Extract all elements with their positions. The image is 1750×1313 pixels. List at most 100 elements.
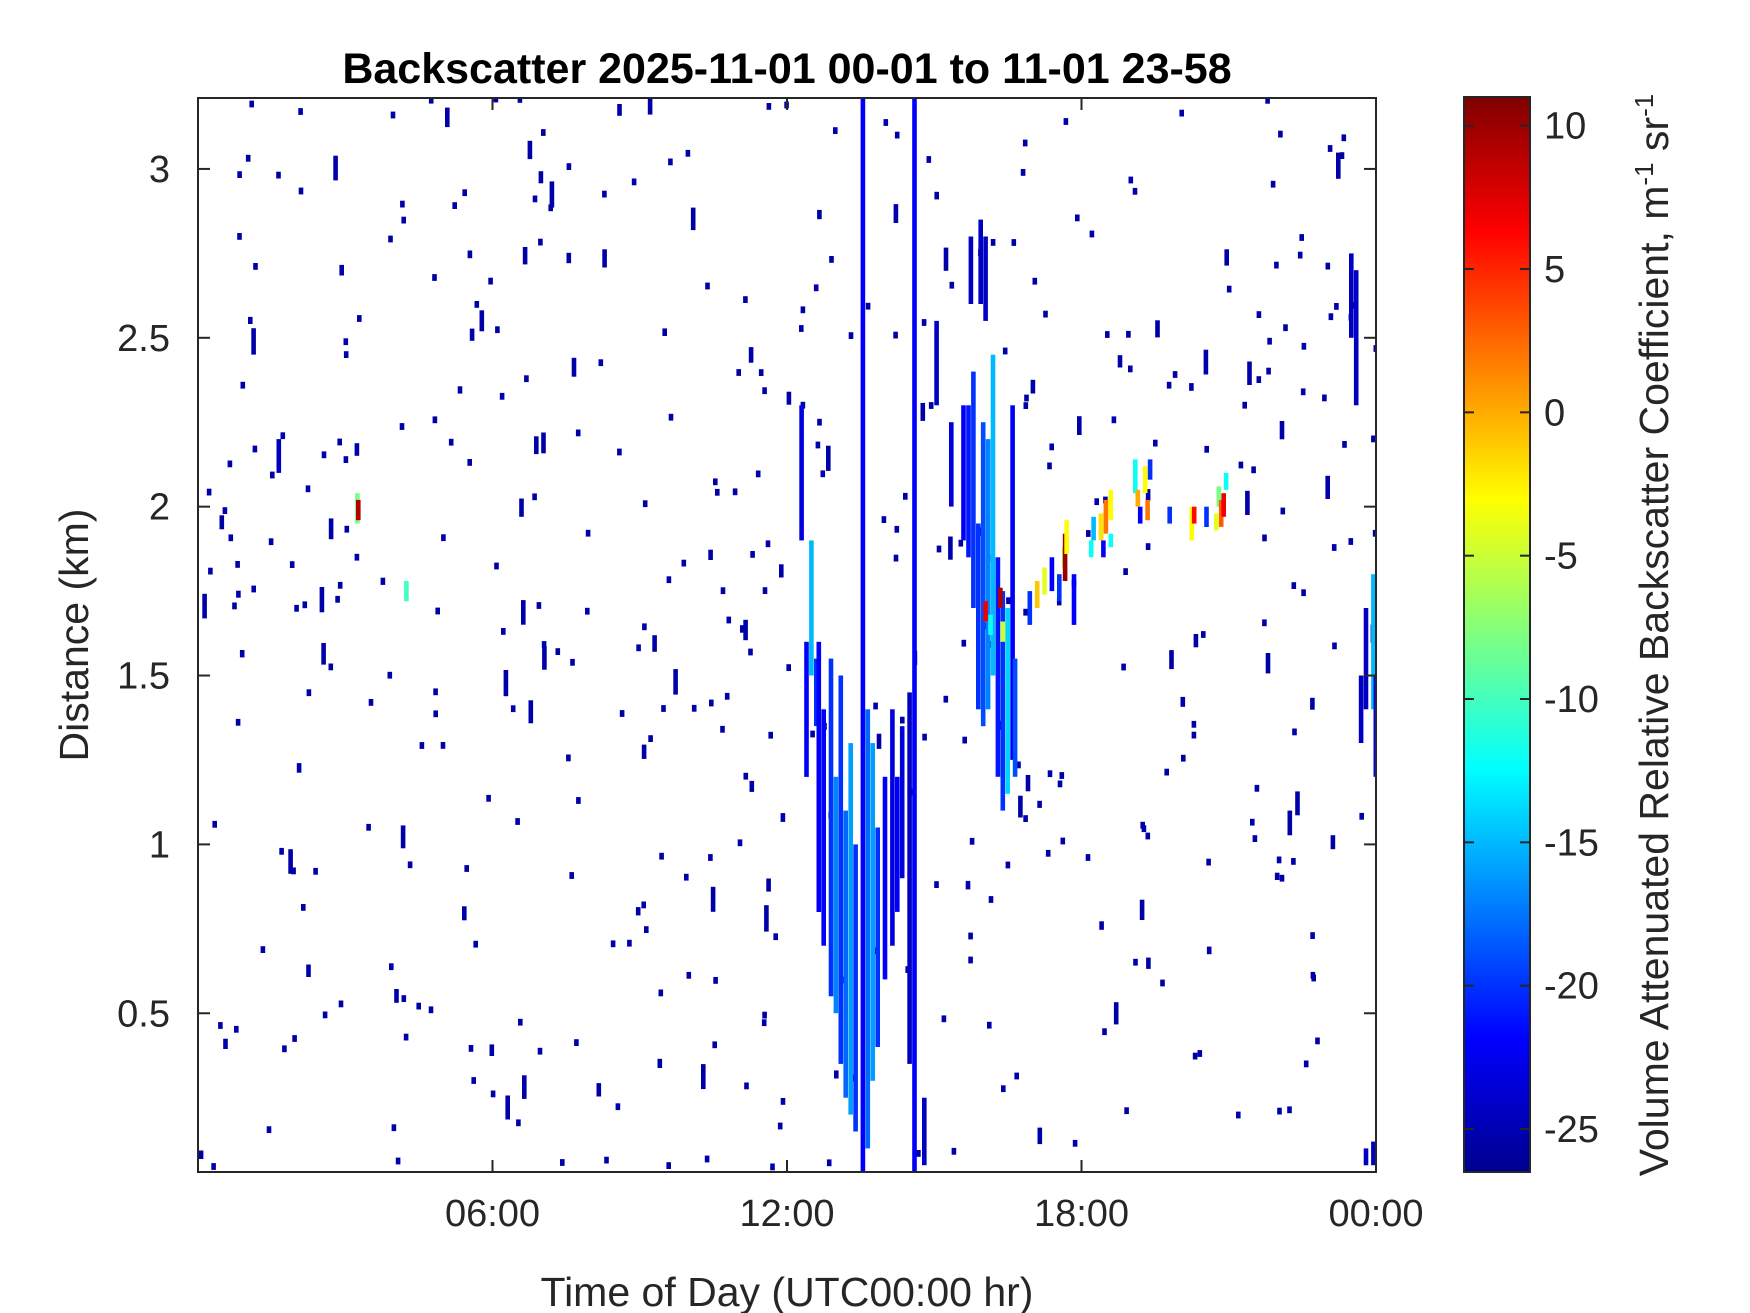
noise-pixel [743,772,749,780]
backscatter-segment [1062,533,1068,581]
noise-pixel [1287,1106,1292,1114]
noise-pixel [1331,544,1337,551]
backscatter-segment [912,98,917,1172]
backscatter-segment [804,641,809,777]
noise-pixel [661,705,666,712]
noise-pixel [368,699,374,706]
noise-pixel [648,735,653,742]
noise-pixel [815,441,821,449]
noise-pixel [705,282,710,290]
noise-pixel [786,391,792,405]
noise-pixel [820,470,826,478]
backscatter-segment [1042,567,1047,595]
noise-pixel [943,247,949,271]
backscatter-segment [1189,506,1195,541]
noise-pixel [647,98,653,115]
noise-pixel [1297,251,1303,259]
noise-pixel [566,163,572,170]
noise-pixel [766,878,771,892]
noise-pixel [469,328,475,341]
noise-pixel [399,423,405,430]
backscatter-segment [1071,574,1077,625]
noise-pixel [403,1033,409,1041]
noise-pixel [321,643,326,665]
noise-pixel [1121,663,1126,671]
noise-pixel [1256,311,1262,318]
noise-pixel [1132,187,1138,195]
noise-pixel [686,971,692,979]
noise-pixel [339,264,344,276]
backscatter-segment [1091,516,1096,541]
noise-pixel [1252,835,1258,842]
noise-pixel [527,140,533,160]
backscatter-segment [1353,270,1359,406]
noise-pixel [1077,416,1082,435]
noise-pixel [268,538,274,546]
noise-pixel [766,103,772,110]
noise-pixel [321,451,327,459]
noise-pixel [743,296,748,303]
y-tick-label: 0.5 [117,993,170,1035]
noise-pixel [1310,697,1315,710]
noise-pixel [401,216,406,224]
noise-pixel [387,671,393,679]
backscatter-segment [934,320,939,406]
noise-pixel [1279,874,1285,882]
plot-area [198,98,1376,1172]
noise-pixel [521,600,526,625]
noise-pixel [448,438,454,446]
noise-pixel [474,301,480,308]
backscatter-segment [985,439,991,710]
noise-pixel [1181,754,1186,762]
backscatter-segment [1137,506,1143,524]
noise-pixel [1291,858,1296,865]
noise-pixel [407,861,413,869]
noise-pixel [943,695,949,703]
noise-pixel [749,780,755,792]
backscatter-segment [971,371,976,608]
noise-pixel [1128,176,1134,184]
noise-pixel [1016,761,1021,769]
noise-pixel [1251,466,1256,474]
backscatter-segment [1221,493,1226,517]
noise-pixel [501,628,506,635]
noise-pixel [208,567,213,575]
backscatter-segment [1101,540,1106,558]
noise-pixel [328,518,334,540]
noise-pixel [282,1045,287,1053]
noise-pixel [1005,861,1011,869]
noise-pixel [343,338,349,346]
noise-pixel [834,1070,839,1079]
noise-pixel [1179,109,1184,117]
noise-pixel [762,1011,767,1019]
noise-pixel [1146,957,1151,969]
noise-pixel [235,718,241,726]
backscatter-segment [1098,513,1104,541]
noise-pixel [354,443,360,456]
backscatter-segment [1147,459,1153,480]
backscatter-segment [843,810,848,1098]
noise-pixel [604,1156,609,1164]
backscatter-segment [838,675,844,1064]
noise-pixel [1160,979,1165,987]
noise-pixel [1023,402,1029,409]
backscatter-segment [1216,486,1222,507]
noise-pixel [1085,854,1091,861]
noise-pixel [1023,608,1028,616]
noise-pixel [433,710,438,718]
noise-pixel [773,933,778,941]
noise-pixel [388,235,393,243]
noise-pixel [566,252,572,264]
noise-pixel [462,189,467,197]
noise-pixel [922,733,927,741]
noise-pixel [1105,331,1110,338]
noise-pixel [800,401,806,409]
noise-pixel [988,896,994,903]
backscatter-segment [995,557,1001,777]
noise-pixel [549,181,555,208]
noise-pixel [1025,775,1031,792]
noise-pixel [740,625,745,633]
noise-pixel [298,108,303,115]
noise-pixel [569,872,574,879]
noise-pixel [1172,371,1178,378]
